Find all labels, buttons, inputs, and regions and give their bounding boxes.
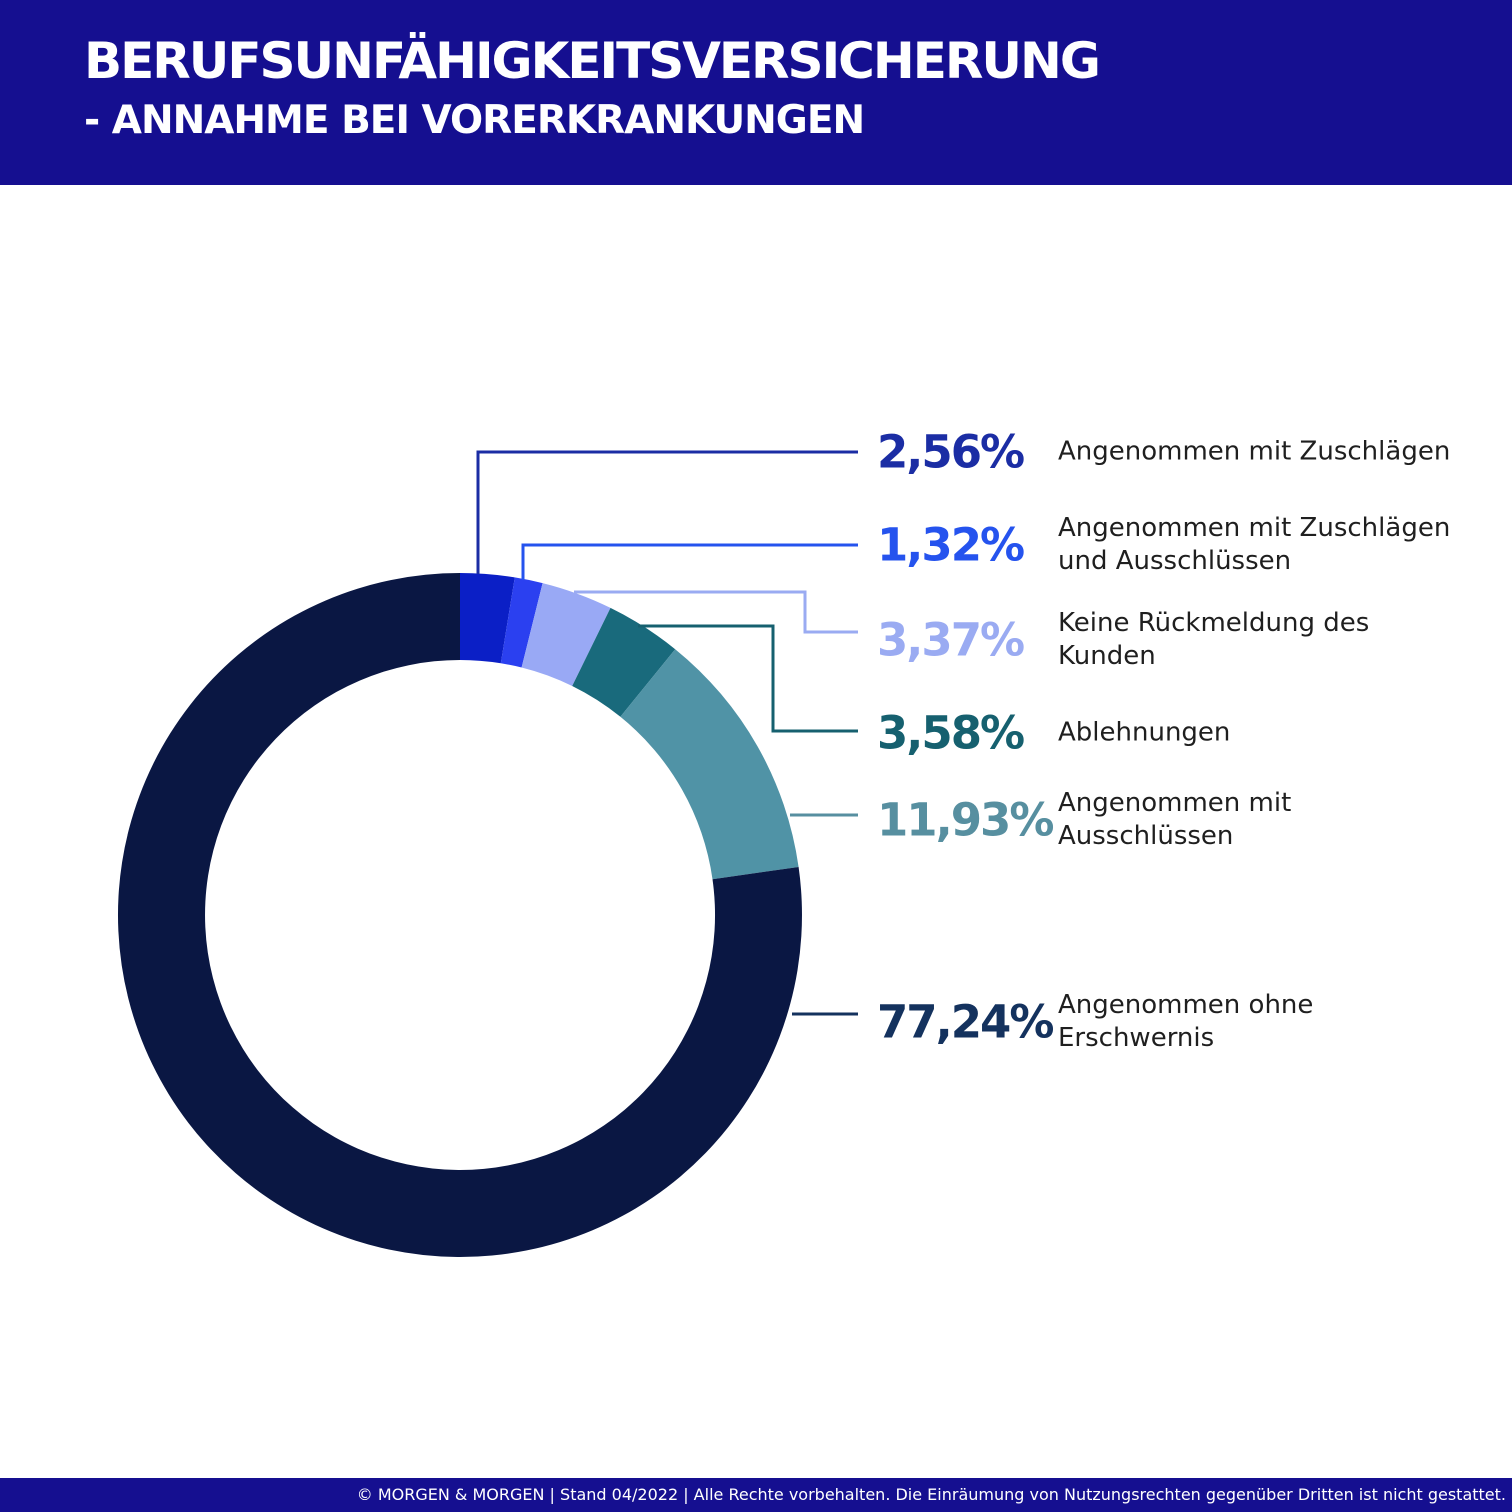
legend-label: Angenommen mit Ausschlüssen [1058,788,1292,851]
donut-segment [620,649,799,880]
leader-line [574,590,858,634]
donut-segment [500,577,543,668]
leader-lines-group [476,450,858,1016]
donut-segments-group [117,573,802,1257]
legend-label: Angenommen mit Zuschlägen [1058,436,1451,467]
page-subtitle: - ANNAHME BEI VORERKRANKUNGEN [84,98,865,143]
legend-label: Ablehnungen [1058,717,1231,748]
donut-segment [460,573,515,664]
footer-banner: © MORGEN & MORGEN | Stand 04/2022 | Alle… [0,1478,1512,1512]
percent-value: 77,24% [877,995,1054,1049]
percent-value: 11,93% [877,793,1054,847]
leader-line [476,450,858,574]
legend-label: Angenommen mit Zuschlägen und Ausschlüss… [1058,513,1451,576]
donut-segment [572,607,676,717]
header-banner: BERUFSUNFÄHIGKEITSVERSICHERUNG - ANNAHME… [0,0,1512,185]
legend-label: Keine Rückmeldung des Kunden [1058,608,1370,671]
percent-value: 1,32% [877,518,1025,572]
leader-line [638,624,858,733]
donut-segment [521,583,611,686]
page-title: BERUFSUNFÄHIGKEITSVERSICHERUNG [84,32,1101,90]
leader-line [521,543,858,580]
percent-value: 3,58% [877,706,1025,760]
percent-value: 3,37% [877,613,1025,667]
copyright-text: © MORGEN & MORGEN | Stand 04/2022 | Alle… [356,1485,1506,1504]
legend-label: Angenommen ohne Erschwernis [1058,990,1314,1053]
percent-value: 2,56% [877,425,1025,479]
